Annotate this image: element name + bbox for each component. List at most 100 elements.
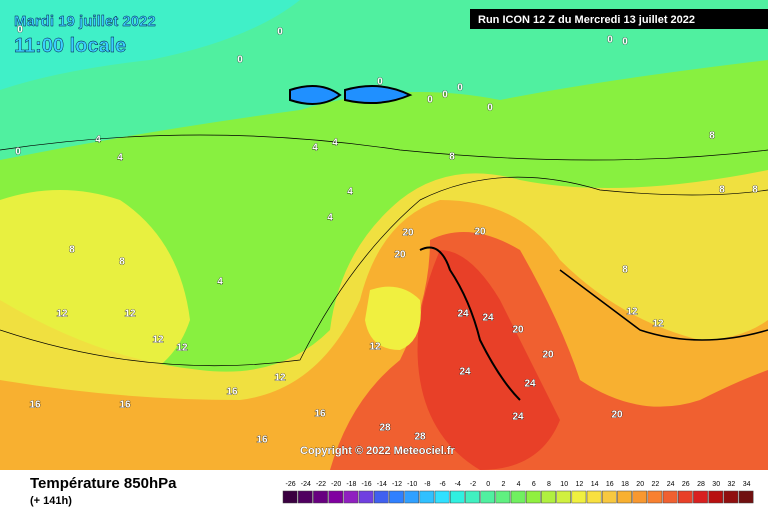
scale-label: 18 — [621, 481, 629, 488]
scale-label: 6 — [532, 481, 536, 488]
scale-label: 28 — [697, 481, 705, 488]
contour-label: 24 — [512, 412, 524, 423]
scale-swatch — [601, 490, 617, 504]
scale-swatch — [693, 490, 708, 504]
contour — [0, 134, 768, 161]
contour-label: 20 — [474, 227, 486, 238]
scale-swatch — [541, 490, 556, 504]
scale-label: 12 — [576, 481, 584, 488]
scale-label: -26 — [286, 481, 296, 488]
contour-label: 16 — [256, 435, 268, 446]
contour-label: 16 — [29, 400, 41, 411]
contour-label: 0 — [457, 83, 463, 94]
contour-label: 0 — [622, 37, 628, 48]
contour-label: 0 — [442, 90, 448, 101]
coastline — [419, 246, 521, 401]
scale-label: 4 — [517, 481, 521, 488]
scale-label: -8 — [424, 481, 430, 488]
footer-title: Température 850hPa — [30, 475, 177, 492]
contour-label: 20 — [542, 350, 554, 361]
scale-swatch — [373, 490, 389, 504]
scale-label: -2 — [470, 481, 476, 488]
contour-label: 0 — [277, 27, 283, 38]
contour-label: 28 — [379, 423, 391, 434]
scale-label: -12 — [392, 481, 402, 488]
scale-swatch — [434, 490, 450, 504]
contour-label: 12 — [369, 342, 381, 353]
contour-label: 12 — [176, 343, 188, 354]
warm-pocket — [365, 286, 421, 350]
contour-label: 16 — [119, 400, 131, 411]
contour-label: 8 — [709, 131, 715, 142]
contour-label: 4 — [332, 138, 338, 149]
cold-zone — [0, 0, 300, 90]
scale-label: 8 — [547, 481, 551, 488]
scale-label: 0 — [486, 481, 490, 488]
date: Mardi 19 juillet 2022 — [14, 13, 156, 30]
contour-label: 20 — [402, 228, 414, 239]
scale-label: 32 — [728, 481, 736, 488]
scale-label: 30 — [712, 481, 720, 488]
scale-label: 2 — [501, 481, 505, 488]
scale-swatch — [708, 490, 724, 504]
scale-label: 26 — [682, 481, 690, 488]
scale-swatch — [465, 490, 480, 504]
lake — [289, 85, 413, 105]
contour-label: 20 — [611, 410, 623, 421]
scale-swatch — [343, 490, 359, 504]
scale-swatch — [571, 490, 587, 504]
run-banner — [470, 9, 768, 29]
scale-swatch — [525, 490, 541, 504]
scale-label: -18 — [346, 481, 356, 488]
scale-swatch — [495, 490, 511, 504]
scale-swatch — [662, 490, 678, 504]
forecast-lead: (+ 141h) — [30, 495, 72, 507]
scale-swatch — [738, 490, 754, 504]
scale-swatch — [677, 490, 693, 504]
scale-label: 20 — [636, 481, 644, 488]
scale-swatch — [647, 490, 663, 504]
contour-label: 12 — [626, 307, 638, 318]
contour-label: 0 — [607, 35, 613, 46]
contour-label: 24 — [457, 309, 469, 320]
scale-swatch — [556, 490, 572, 504]
scale-label: -6 — [439, 481, 445, 488]
contour-label: 12 — [152, 335, 164, 346]
scale-label: 34 — [743, 481, 751, 488]
contour-label: 0 — [17, 25, 23, 36]
time: 11:00 locale — [14, 35, 126, 57]
scale-swatch — [419, 490, 435, 504]
scale-label: 10 — [560, 481, 568, 488]
scale-label: 16 — [606, 481, 614, 488]
contour-label: 24 — [459, 367, 471, 378]
scale-swatch — [449, 490, 465, 504]
scale-label: -16 — [362, 481, 372, 488]
contour-label: 12 — [56, 309, 68, 320]
contour-label: 8 — [69, 245, 75, 256]
contour-label: 12 — [124, 309, 136, 320]
contour-label: 24 — [524, 379, 536, 390]
scale-label: 24 — [667, 481, 675, 488]
scale-swatch — [632, 490, 648, 504]
contour-label: 8 — [449, 152, 455, 163]
contour-label: 16 — [314, 409, 326, 420]
scale-swatch — [723, 490, 739, 504]
contour-label: 8 — [622, 265, 628, 276]
scale-swatch — [404, 490, 420, 504]
contour-label: 4 — [117, 153, 123, 164]
contour-label: 28 — [414, 432, 426, 443]
contour-label: 0 — [15, 147, 21, 158]
scale-label: 22 — [652, 481, 660, 488]
scale-label: -24 — [301, 481, 311, 488]
scale-label: -4 — [455, 481, 461, 488]
scale-swatch — [328, 490, 344, 504]
contour-label: 16 — [226, 387, 238, 398]
contour-label: 8 — [119, 257, 125, 268]
copyright: Copyright © 2022 Meteociel.fr — [300, 445, 456, 457]
contour-label: 24 — [482, 313, 494, 324]
contour-label: 20 — [394, 250, 406, 261]
scale-swatch — [358, 490, 374, 504]
scale-swatch — [510, 490, 526, 504]
